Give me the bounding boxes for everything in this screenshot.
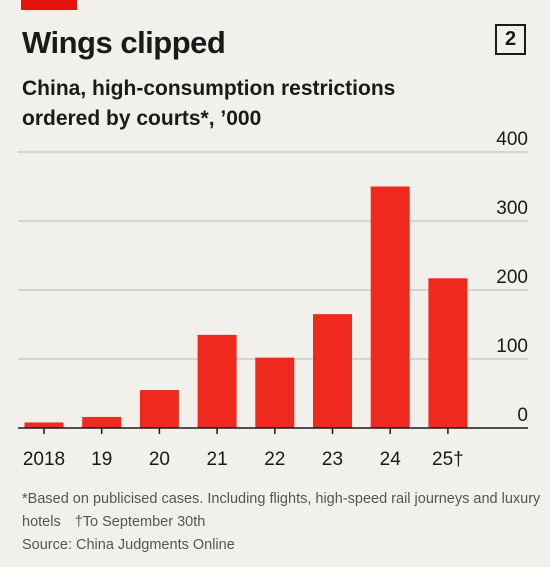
bars xyxy=(24,186,468,428)
y-tick-label: 300 xyxy=(496,198,528,219)
x-tick-label: 21 xyxy=(207,449,228,470)
bar xyxy=(428,278,468,428)
x-tick-label: 24 xyxy=(380,449,402,470)
bar-chart: 0 100 200 300 400 2018 19 20 21 22 23 24 25† xyxy=(18,129,528,470)
y-axis-tick-labels: 0 100 200 300 400 xyxy=(496,129,528,426)
chart-title: Wings clipped xyxy=(22,25,226,60)
x-tick-label: 20 xyxy=(149,449,170,470)
chart-subtitle: China, high-consumption restrictions ord… xyxy=(22,77,396,130)
x-tick-label: 23 xyxy=(322,449,343,470)
y-tick-label: 200 xyxy=(496,267,528,288)
dagger-footnote: †To September 30th xyxy=(74,514,206,530)
bar xyxy=(197,334,237,428)
x-tick-label: 2018 xyxy=(23,449,65,470)
y-tick-label: 0 xyxy=(517,405,528,426)
y-tick-label: 100 xyxy=(496,336,528,357)
chart-footnote: *Based on publicised cases. Including fl… xyxy=(22,488,542,557)
bar xyxy=(370,186,410,428)
bar xyxy=(24,422,64,428)
footnote-text: *Based on publicised cases. Including fl… xyxy=(22,491,541,530)
bar xyxy=(255,357,295,428)
bar xyxy=(82,416,122,428)
x-axis-ticks: 2018 19 20 21 22 23 24 25† xyxy=(23,428,464,470)
y-tick-label: 400 xyxy=(496,129,528,150)
x-tick-label: 19 xyxy=(91,449,112,470)
x-tick-label: 25† xyxy=(432,449,464,470)
x-tick-label: 22 xyxy=(264,449,285,470)
bar xyxy=(313,314,352,428)
bar xyxy=(139,390,179,428)
source-note: Source: China Judgments Online xyxy=(22,537,235,553)
brand-accent-bar xyxy=(21,0,77,10)
chart-number-badge: 2 xyxy=(495,24,526,55)
